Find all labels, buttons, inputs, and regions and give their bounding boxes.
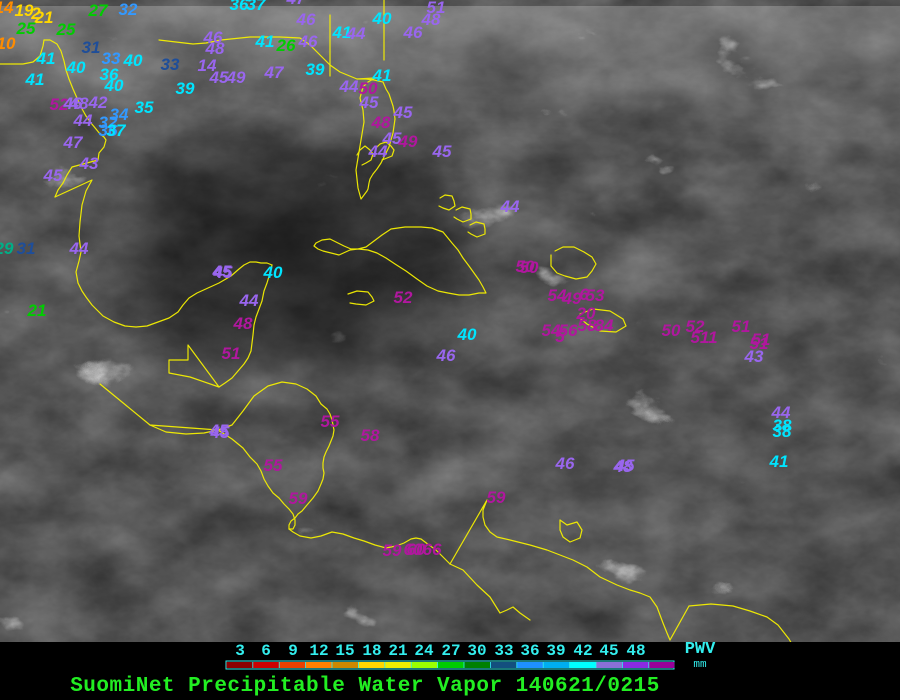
svg-text:21: 21 — [388, 642, 407, 660]
svg-text:44: 44 — [239, 291, 259, 310]
svg-text:51: 51 — [427, 0, 446, 17]
svg-text:66: 66 — [423, 540, 442, 559]
svg-text:9: 9 — [288, 642, 298, 660]
svg-text:33: 33 — [494, 642, 513, 660]
svg-text:47: 47 — [264, 63, 285, 82]
svg-text:44: 44 — [339, 77, 359, 96]
svg-text:40: 40 — [66, 58, 86, 77]
svg-text:41: 41 — [36, 49, 56, 68]
svg-text:14: 14 — [0, 0, 14, 17]
svg-text:45: 45 — [359, 93, 379, 112]
svg-text:45: 45 — [432, 142, 452, 161]
svg-text:25: 25 — [56, 20, 76, 39]
svg-text:35: 35 — [135, 98, 154, 117]
svg-text:45: 45 — [599, 642, 618, 660]
svg-text:43: 43 — [79, 154, 99, 173]
svg-text:mm: mm — [693, 659, 707, 671]
svg-text:46: 46 — [296, 10, 316, 29]
svg-text:84: 84 — [595, 316, 614, 335]
svg-text:18: 18 — [362, 642, 381, 660]
svg-text:12: 12 — [309, 642, 328, 660]
svg-text:10: 10 — [0, 34, 16, 53]
svg-text:44: 44 — [73, 111, 93, 130]
svg-text:44: 44 — [368, 142, 388, 161]
svg-text:46: 46 — [298, 32, 318, 51]
svg-text:48: 48 — [233, 314, 253, 333]
svg-text:40: 40 — [123, 51, 143, 70]
svg-text:45: 45 — [212, 262, 232, 281]
svg-text:50: 50 — [662, 321, 681, 340]
svg-text:46: 46 — [436, 346, 456, 365]
svg-text:45: 45 — [43, 166, 63, 185]
svg-text:26: 26 — [276, 36, 296, 55]
svg-text:15: 15 — [335, 642, 354, 660]
svg-text:31: 31 — [82, 38, 101, 57]
svg-text:59: 59 — [383, 541, 402, 560]
svg-text:27: 27 — [441, 642, 460, 660]
svg-text:40: 40 — [457, 325, 477, 344]
svg-text:53: 53 — [586, 286, 605, 305]
svg-text:55: 55 — [264, 456, 283, 475]
svg-text:5: 5 — [555, 327, 565, 346]
svg-text:30: 30 — [467, 642, 486, 660]
svg-text:50: 50 — [516, 257, 535, 276]
svg-text:31: 31 — [17, 239, 36, 258]
svg-text:51: 51 — [750, 334, 769, 353]
svg-text:45: 45 — [615, 456, 635, 475]
svg-text:40: 40 — [263, 263, 283, 282]
svg-text:47: 47 — [63, 133, 84, 152]
svg-text:39: 39 — [306, 60, 325, 79]
svg-text:59: 59 — [289, 489, 308, 508]
svg-text:6: 6 — [261, 642, 271, 660]
svg-text:44: 44 — [346, 24, 366, 43]
svg-text:41: 41 — [25, 70, 45, 89]
svg-text:48: 48 — [626, 642, 645, 660]
svg-text:44: 44 — [500, 197, 520, 216]
svg-text:36: 36 — [520, 642, 539, 660]
svg-text:511: 511 — [690, 328, 717, 347]
svg-text:24: 24 — [414, 642, 434, 660]
svg-text:27: 27 — [88, 1, 109, 20]
svg-text:42: 42 — [573, 642, 592, 660]
svg-text:49: 49 — [226, 68, 246, 87]
svg-text:21: 21 — [34, 8, 54, 27]
svg-text:45: 45 — [393, 103, 413, 122]
svg-text:52: 52 — [394, 288, 413, 307]
svg-text:45: 45 — [210, 423, 230, 442]
svg-text:37: 37 — [247, 0, 267, 14]
svg-text:41: 41 — [769, 452, 789, 471]
svg-text:51: 51 — [222, 344, 241, 363]
svg-text:32: 32 — [119, 0, 138, 19]
svg-text:SuomiNet Precipitable Water Va: SuomiNet Precipitable Water Vapor 140621… — [70, 675, 660, 698]
svg-text:29: 29 — [0, 239, 14, 258]
svg-text:47: 47 — [286, 0, 307, 8]
svg-text:25: 25 — [16, 19, 36, 38]
svg-text:3: 3 — [235, 642, 245, 660]
svg-text:39: 39 — [546, 642, 565, 660]
svg-text:46: 46 — [555, 454, 575, 473]
svg-text:PWV: PWV — [685, 640, 716, 659]
svg-text:40: 40 — [372, 9, 392, 28]
svg-text:44: 44 — [69, 239, 89, 258]
svg-text:41: 41 — [255, 32, 275, 51]
svg-text:33: 33 — [161, 55, 180, 74]
svg-text:37: 37 — [107, 121, 127, 140]
svg-text:38: 38 — [773, 422, 792, 441]
svg-text:39: 39 — [176, 79, 195, 98]
svg-text:51: 51 — [732, 317, 751, 336]
svg-text:42: 42 — [88, 93, 108, 112]
svg-text:58: 58 — [361, 426, 380, 445]
svg-text:60: 60 — [404, 540, 423, 559]
svg-text:55: 55 — [321, 412, 340, 431]
svg-text:46: 46 — [403, 23, 423, 42]
svg-text:21: 21 — [27, 301, 47, 320]
svg-text:49: 49 — [398, 132, 418, 151]
svg-text:59: 59 — [487, 488, 506, 507]
